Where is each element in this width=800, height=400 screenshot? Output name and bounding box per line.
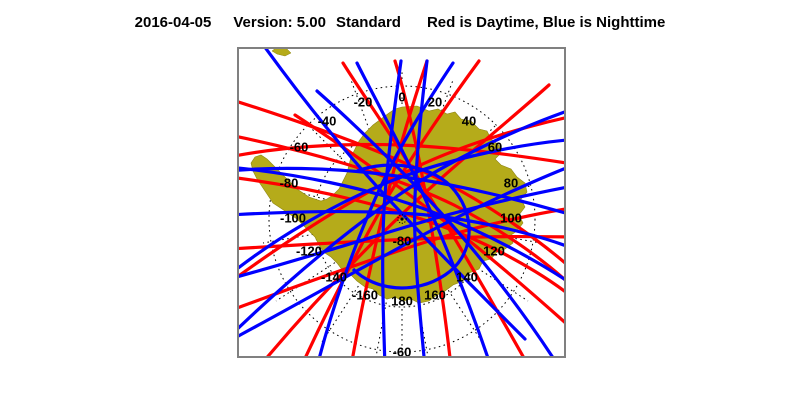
title-legend: Red is Daytime, Blue is Nighttime: [426, 14, 666, 31]
south-pole-marker: [397, 214, 407, 224]
title-date: 2016-04-05: [134, 14, 212, 31]
polar-map-plot[interactable]: 0 20 40 60 80 100 120 140 160 180 -160 -…: [237, 47, 566, 358]
plot-title: 2016-04-05 Version: 5.00 Standard Red is Da…: [0, 14, 800, 31]
ground-tracks-nighttime: [239, 49, 564, 356]
title-version: Version: 5.00: [233, 14, 326, 31]
island-landmass: [271, 49, 292, 57]
ground-tracks-daytime: [239, 59, 564, 356]
antarctica-polar-map: [239, 49, 564, 356]
orbit-loop-nighttime: [351, 163, 471, 290]
title-mode: Standard: [335, 14, 401, 31]
